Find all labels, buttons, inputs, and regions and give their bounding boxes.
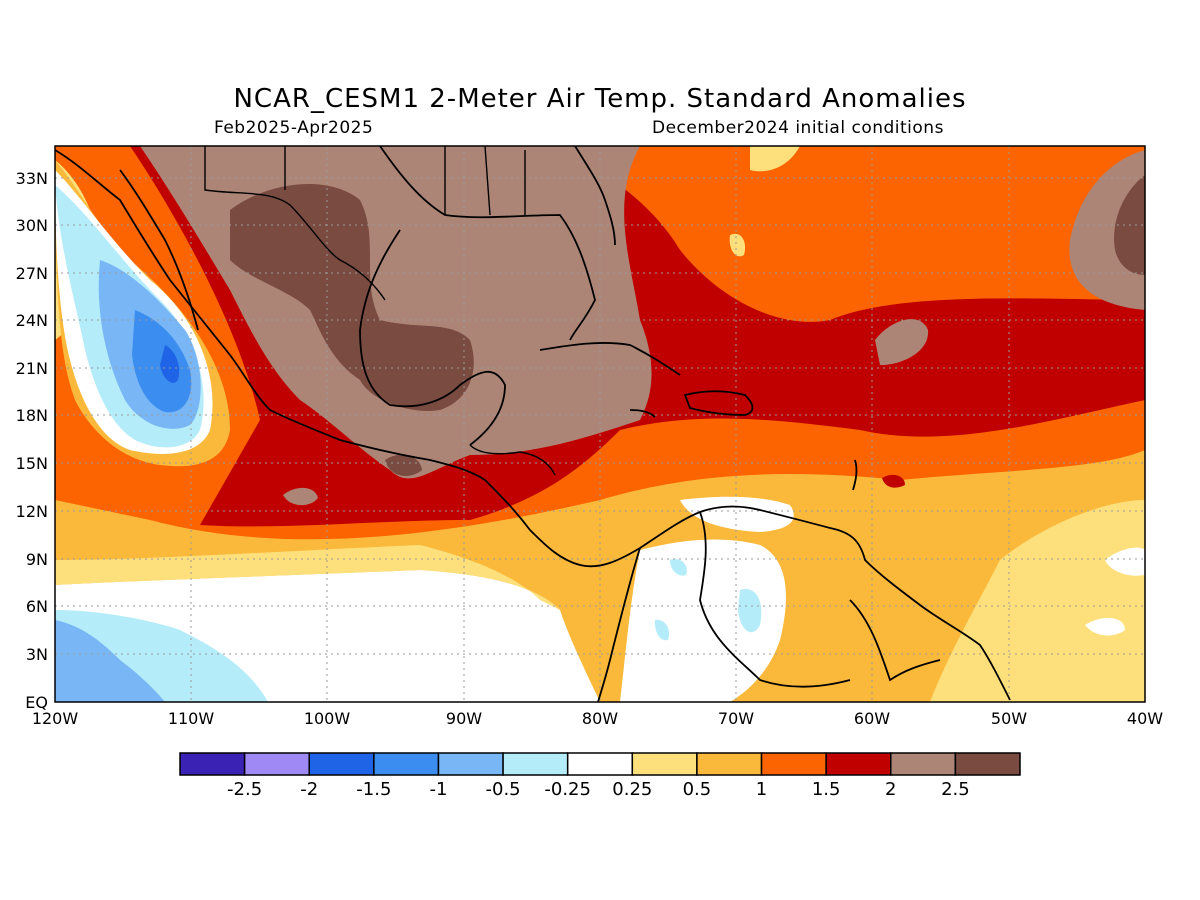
anomaly-patch-east	[875, 319, 929, 365]
colorbar-label: 1	[756, 779, 767, 800]
lat-label: EQ	[25, 693, 48, 712]
anomaly-atlantic-neutral-2	[1105, 547, 1145, 576]
border-us-mexico	[204, 146, 386, 301]
latitude-labels: 33N 30N 27N 24N 21N 18N 15N 12N 9N 6N 3N EQ	[16, 169, 48, 712]
anomaly-patch-mexico-core	[385, 454, 422, 476]
lat-label: 24N	[16, 311, 48, 330]
colorbar-swatch	[179, 752, 246, 776]
coastline-hispaniola	[683, 390, 754, 416]
map-frame	[54, 145, 1146, 703]
coastline-baja	[119, 169, 199, 331]
coastlines	[55, 146, 1011, 702]
anomaly-pacific-cool-4	[160, 345, 180, 383]
coastline-south-america-west	[597, 547, 641, 702]
border-guyana	[849, 599, 941, 682]
colorbar-label: 0.5	[683, 779, 712, 800]
colorbar-label: -2	[300, 779, 318, 800]
initial-conditions: December2024 initial conditions	[652, 118, 944, 138]
lat-label: 30N	[16, 216, 48, 235]
colorbar-label: 2	[885, 779, 896, 800]
colorbar-swatch	[954, 752, 1021, 776]
anomaly-patch-pacific-brown	[283, 487, 318, 506]
colorbar-swatch	[696, 752, 763, 776]
map-title: NCAR_CESM1 2-Meter Air Temp. Standard An…	[233, 84, 967, 114]
anomaly-patch-atlantic	[1069, 150, 1145, 310]
coastline-pacific-mexico	[55, 149, 641, 568]
coastline-cuba	[539, 342, 681, 376]
anomaly-sa-cool-2	[654, 619, 670, 641]
anomaly-sa-neutral	[620, 539, 786, 702]
anomaly-sa-cool-3	[670, 559, 687, 576]
colorbar-label: 2.5	[941, 779, 970, 800]
colorbar-label: -1.5	[356, 779, 391, 800]
coastline-gulf-north	[379, 146, 596, 341]
coastline-gulf-west	[359, 229, 506, 446]
country-borders	[204, 146, 556, 476]
colorbar-swatch	[502, 752, 569, 776]
lon-label: 110W	[168, 709, 215, 728]
lat-label: 6N	[26, 597, 48, 616]
lon-label: 50W	[991, 709, 1027, 728]
forecast-period: Feb2025-Apr2025	[214, 118, 374, 138]
lat-label: 12N	[16, 502, 48, 521]
anomaly-sa-cool	[738, 589, 762, 633]
colorbar-swatch	[631, 752, 698, 776]
anomaly-sa-north-neutral	[680, 496, 794, 532]
colorbar-label: -0.25	[544, 779, 591, 800]
lat-label: 15N	[16, 454, 48, 473]
lat-label: 27N	[16, 264, 48, 283]
colorbar-swatch	[890, 752, 957, 776]
border-us-state-3	[484, 146, 491, 216]
anomaly-patch-atlantic-red	[882, 474, 905, 488]
coastline-florida	[574, 146, 616, 246]
lat-label: 9N	[26, 550, 48, 569]
colorbar-swatch	[760, 752, 827, 776]
anomaly-atlantic-neutral	[1085, 618, 1125, 636]
colorbar-swatch	[437, 752, 504, 776]
border-colombia-venezuela	[699, 511, 851, 688]
longitude-labels: 120W 110W 100W 90W 80W 70W 60W 50W 40W	[32, 709, 1163, 728]
lat-label: 18N	[16, 406, 48, 425]
lon-label: 60W	[854, 709, 890, 728]
lat-label: 21N	[16, 359, 48, 378]
lat-label: 3N	[26, 645, 48, 664]
lon-label: 90W	[446, 709, 482, 728]
colorbar-swatch	[566, 752, 634, 776]
colorbar-label: -0.5	[486, 779, 521, 800]
lat-label: 33N	[16, 169, 48, 188]
colorbar-swatch	[308, 752, 375, 776]
lon-label: 100W	[304, 709, 351, 728]
lon-label: 120W	[32, 709, 79, 728]
anomaly-patch-north	[750, 146, 800, 172]
anomaly-patch-yellow	[729, 233, 746, 257]
anomaly-eq-mild	[55, 545, 560, 610]
coastline-south-america-north	[639, 505, 1011, 701]
coastline-jamaica	[629, 409, 656, 418]
colorbar-label: -2.5	[227, 779, 262, 800]
colorbar-label: 0.25	[612, 779, 652, 800]
colorbar-swatch	[825, 752, 892, 776]
anomaly-eq-cool-2	[55, 620, 165, 702]
lon-label: 70W	[718, 709, 754, 728]
colorbar-swatch	[243, 752, 310, 776]
colorbar-swatch	[373, 752, 440, 776]
border-central-america	[469, 444, 556, 476]
lon-label: 40W	[1127, 709, 1163, 728]
anomaly-above-2.5	[230, 183, 474, 411]
colorbar-label: -1	[429, 779, 447, 800]
colorbar-label: 1.5	[812, 779, 841, 800]
colorbar: -2.5 -2 -1.5 -1 -0.5 -0.25 0.25 0.5 1 1.5 2 2.5	[179, 752, 1021, 800]
coastline-antilles	[852, 459, 858, 491]
gridlines	[55, 146, 1145, 702]
lon-label: 80W	[582, 709, 618, 728]
